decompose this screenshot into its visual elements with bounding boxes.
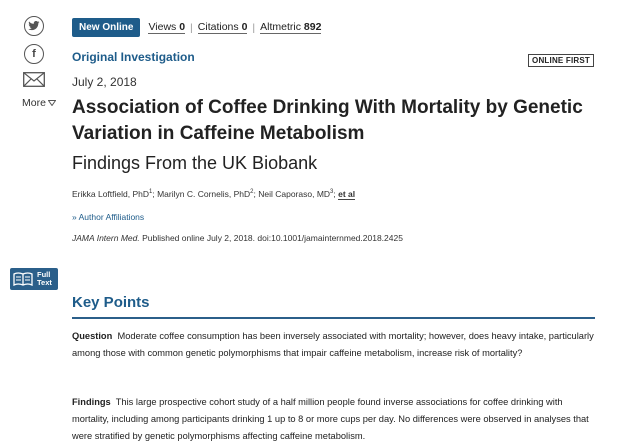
email-icon[interactable]: [23, 72, 45, 92]
double-chevron-right-icon: »: [72, 212, 77, 222]
findings-label: Findings: [72, 397, 111, 407]
full-text-label: Full Text: [37, 270, 52, 287]
citations-metric[interactable]: Citations 0: [197, 21, 248, 34]
citations-label: Citations: [197, 21, 239, 33]
author-name[interactable]: Neil Caporaso, MD: [258, 189, 331, 199]
key-points-question: Question Moderate coffee consumption has…: [72, 328, 595, 362]
key-points-divider: [72, 317, 595, 319]
twitter-icon[interactable]: [24, 16, 44, 36]
author-name[interactable]: Erikka Loftfield, PhD: [72, 189, 150, 199]
article-metrics-bar: New Online Views 0 | Citations 0 | Altme…: [72, 18, 322, 37]
author-list: Erikka Loftfield, PhD1; Marilyn C. Corne…: [72, 189, 356, 200]
views-value: 0: [179, 21, 186, 33]
question-text: Moderate coffee consumption has been inv…: [72, 331, 594, 358]
article-title: Association of Coffee Drinking With Mort…: [72, 97, 583, 144]
more-share-button[interactable]: More: [22, 97, 56, 109]
key-points-heading: Key Points: [72, 294, 150, 311]
author-affiliation-number: 1: [149, 189, 153, 196]
views-label: Views: [148, 21, 177, 33]
facebook-icon[interactable]: f: [24, 44, 44, 64]
metric-separator: |: [190, 21, 193, 34]
book-icon: [13, 272, 33, 286]
author-name[interactable]: Marilyn C. Cornelis, PhD: [157, 189, 251, 199]
author-affiliation-number: 3: [330, 189, 334, 196]
citation-details: Published online July 2, 2018. doi:10.10…: [139, 233, 403, 243]
key-points-findings: Findings This large prospective cohort s…: [72, 394, 595, 445]
views-metric[interactable]: Views 0: [148, 21, 186, 34]
author-affiliations-toggle[interactable]: » Author Affiliations: [72, 212, 144, 222]
author-affiliations-label: Author Affiliations: [78, 212, 145, 222]
altmetric-metric[interactable]: Altmetric 892: [260, 21, 322, 34]
citation-line: JAMA Intern Med. Published online July 2…: [72, 233, 403, 243]
metric-separator: |: [252, 21, 256, 34]
question-label: Question: [72, 331, 113, 341]
altmetric-label: Altmetric: [260, 21, 301, 33]
more-label: More: [22, 97, 46, 109]
altmetric-value: 892: [303, 21, 322, 33]
publication-date: July 2, 2018: [72, 75, 137, 89]
findings-text: This large prospective cohort study of a…: [72, 397, 589, 441]
et-al-link[interactable]: et al: [338, 189, 356, 200]
new-online-badge[interactable]: New Online: [72, 18, 141, 37]
journal-abbrev: JAMA Intern Med.: [72, 233, 140, 243]
facebook-glyph: f: [32, 48, 36, 60]
full-text-button[interactable]: Full Text: [10, 268, 58, 290]
online-first-badge: ONLINE FIRST: [528, 54, 594, 67]
author-affiliation-number: 2: [250, 189, 254, 196]
triangle-down-icon: [47, 100, 56, 106]
citations-value: 0: [241, 21, 248, 33]
article-subtitle: Findings From the UK Biobank: [72, 153, 318, 173]
article-type[interactable]: Original Investigation: [72, 50, 195, 64]
